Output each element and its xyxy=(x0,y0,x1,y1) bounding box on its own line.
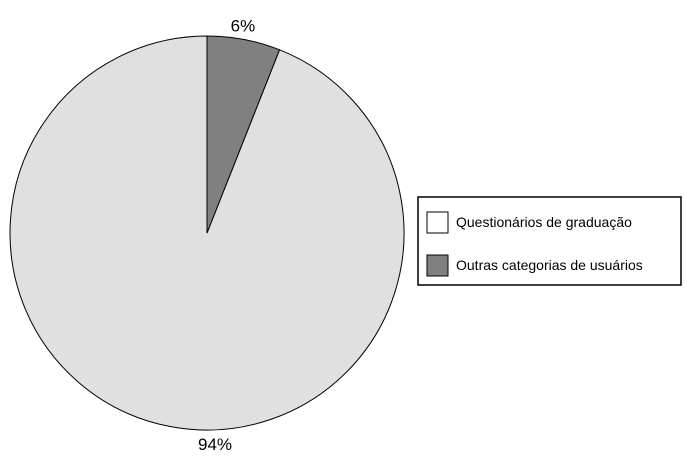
legend-box xyxy=(417,196,682,286)
pie-slices xyxy=(9,35,405,431)
legend-swatch-questionarios xyxy=(426,211,449,234)
legend-item-1: Outras categorias de usuários xyxy=(426,254,643,277)
legend-item-0: Questionários de graduação xyxy=(426,211,632,234)
slice-label-questionarios: 94% xyxy=(198,435,232,454)
legend-label-questionarios: Questionários de graduação xyxy=(456,214,632,230)
legend-label-outras: Outras categorias de usuários xyxy=(456,257,643,273)
legend-swatch-outras xyxy=(426,254,449,277)
pie-slice-outras xyxy=(206,35,281,234)
slice-labels: 94% 6% xyxy=(198,17,255,454)
slice-label-outras: 6% xyxy=(231,17,256,36)
legend: Questionários de graduação Outras catego… xyxy=(417,196,682,286)
